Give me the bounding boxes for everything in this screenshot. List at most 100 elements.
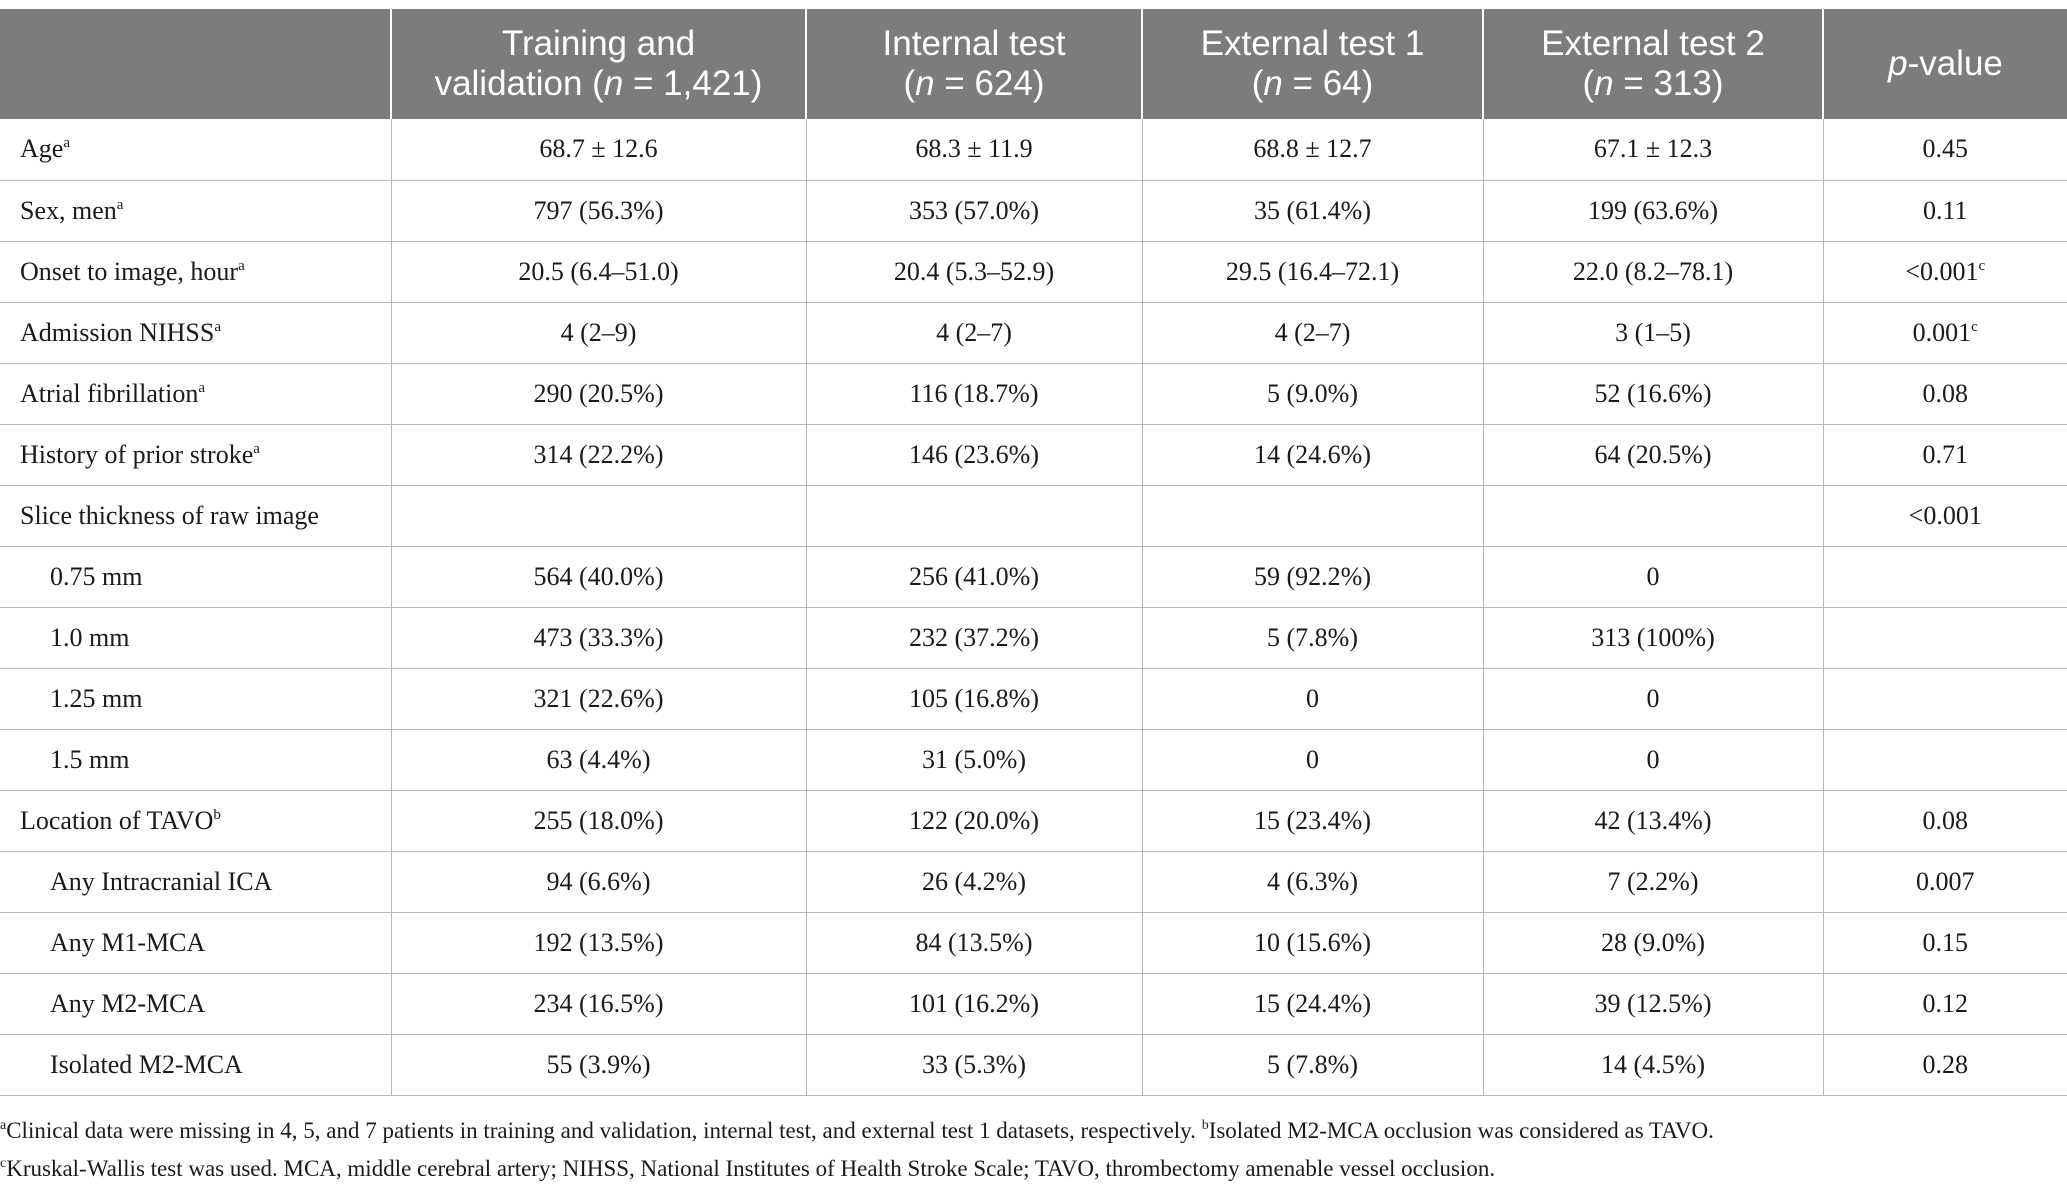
value-cell: 42 (13.4%) bbox=[1483, 790, 1824, 852]
cell-value: 94 (6.6%) bbox=[546, 866, 651, 896]
header-line1: External test 2 bbox=[1541, 24, 1765, 63]
value-cell: 4 (6.3%) bbox=[1142, 851, 1484, 913]
cell-value: 256 (41.0%) bbox=[909, 561, 1039, 591]
value-cell: 10 (15.6%) bbox=[1142, 912, 1484, 974]
value-cell: 68.7 ± 12.6 bbox=[391, 119, 807, 181]
cell-value: 0 bbox=[1646, 683, 1660, 713]
row-label: Sex, men bbox=[20, 195, 117, 225]
p-value-footnote-marker: c bbox=[1971, 318, 1978, 335]
value-cell: 0 bbox=[1483, 668, 1824, 730]
cell-value: 84 (13.5%) bbox=[915, 927, 1033, 957]
value-cell: 313 (100%) bbox=[1483, 607, 1824, 669]
row-label-cell: Isolated M2-MCA bbox=[0, 1034, 392, 1096]
p-value-cell bbox=[1823, 546, 2067, 608]
header-p-symbol: p bbox=[1888, 44, 1908, 83]
row-label-cell: Any M1-MCA bbox=[0, 912, 392, 974]
value-cell: 234 (16.5%) bbox=[391, 973, 807, 1035]
row-label-cell: Location of TAVOb bbox=[0, 790, 392, 852]
value-cell: 353 (57.0%) bbox=[806, 180, 1143, 242]
value-cell: 14 (4.5%) bbox=[1483, 1034, 1824, 1096]
cell-value: 31 (5.0%) bbox=[922, 744, 1026, 774]
value-cell: 59 (92.2%) bbox=[1142, 546, 1484, 608]
p-value: 0.71 bbox=[1922, 439, 1969, 469]
row-label: 1.0 mm bbox=[50, 622, 130, 652]
cell-value: 63 (4.4%) bbox=[546, 744, 651, 774]
header-line1: Internal test bbox=[882, 24, 1066, 63]
header-line1: External test 1 bbox=[1200, 24, 1425, 63]
value-cell: 94 (6.6%) bbox=[391, 851, 807, 913]
cell-value: 33 (5.3%) bbox=[922, 1049, 1026, 1079]
p-value: 0.12 bbox=[1922, 988, 1969, 1018]
header-suffix: = 313) bbox=[1613, 64, 1724, 103]
value-cell: 4 (2–9) bbox=[391, 302, 807, 364]
row-label-footnote-marker: a bbox=[214, 318, 221, 335]
value-cell: 0 bbox=[1483, 546, 1824, 608]
cell-value: 5 (7.8%) bbox=[1267, 622, 1358, 652]
value-cell: 31 (5.0%) bbox=[806, 729, 1143, 791]
row-label: Any Intracranial ICA bbox=[50, 866, 273, 896]
value-cell: 63 (4.4%) bbox=[391, 729, 807, 791]
cell-value: 10 (15.6%) bbox=[1254, 927, 1371, 957]
value-cell: 20.4 (5.3–52.9) bbox=[806, 241, 1143, 303]
row-label-cell: 1.5 mm bbox=[0, 729, 392, 791]
p-value-cell: 0.28 bbox=[1823, 1034, 2067, 1096]
table-row: Any M1-MCA 192 (13.5%) 84 (13.5%) 10 (15.6%… bbox=[0, 912, 2067, 974]
row-label-footnote-marker: a bbox=[116, 196, 124, 213]
cell-value: 192 (13.5%) bbox=[533, 927, 664, 957]
cell-value: 20.5 (6.4–51.0) bbox=[518, 256, 679, 286]
cell-value: 29.5 (16.4–72.1) bbox=[1225, 256, 1400, 286]
cell-value: 64 (20.5%) bbox=[1594, 439, 1712, 469]
value-cell: 20.5 (6.4–51.0) bbox=[391, 241, 807, 303]
value-cell bbox=[1142, 485, 1484, 547]
cell-value: 101 (16.2%) bbox=[909, 988, 1039, 1018]
table-row: 1.25 mm 321 (22.6%) 105 (16.8%) 0 0 bbox=[0, 668, 2067, 730]
header-n-symbol: n bbox=[603, 64, 624, 103]
cell-value: 52 (16.6%) bbox=[1594, 378, 1712, 408]
row-label-cell: Sex, mena bbox=[0, 180, 392, 242]
cell-value: 473 (33.3%) bbox=[533, 622, 664, 652]
header-prefix: ( bbox=[1582, 64, 1595, 103]
row-label-cell: Any M2-MCA bbox=[0, 973, 392, 1035]
value-cell: 0 bbox=[1142, 668, 1484, 730]
p-value-cell: 0.08 bbox=[1823, 790, 2067, 852]
header-prefix: ( bbox=[1251, 64, 1264, 103]
value-cell: 67.1 ± 12.3 bbox=[1483, 119, 1824, 181]
value-cell: 35 (61.4%) bbox=[1142, 180, 1484, 242]
cell-value: 314 (22.2%) bbox=[533, 439, 664, 469]
p-value-cell: <0.001c bbox=[1823, 241, 2067, 303]
row-label: Isolated M2-MCA bbox=[50, 1049, 243, 1079]
table-row: Location of TAVOb 255 (18.0%) 122 (20.0%) 1… bbox=[0, 790, 2067, 852]
cell-value: 0 bbox=[1306, 744, 1319, 774]
value-cell: 15 (24.4%) bbox=[1142, 973, 1484, 1035]
p-value: 0.45 bbox=[1922, 134, 1969, 164]
row-label-footnote-marker: a bbox=[198, 379, 206, 396]
p-value: 0.08 bbox=[1922, 805, 1969, 835]
cell-value: 28 (9.0%) bbox=[1601, 927, 1705, 957]
header-line1: p-value bbox=[1834, 44, 2057, 84]
value-cell: 26 (4.2%) bbox=[806, 851, 1143, 913]
header-cell-empty bbox=[0, 9, 392, 119]
row-label: Any M1-MCA bbox=[50, 927, 206, 957]
p-value: 0.28 bbox=[1922, 1049, 1969, 1079]
footnote-a-text: Clinical data were missing in 4, 5, and … bbox=[6, 1118, 1202, 1143]
table-row: Onset to image, houra 20.5 (6.4–51.0) 20.4… bbox=[0, 241, 2067, 303]
cell-value: 35 (61.4%) bbox=[1254, 195, 1371, 225]
value-cell: 7 (2.2%) bbox=[1483, 851, 1824, 913]
header-suffix: = 64) bbox=[1282, 64, 1374, 103]
table-row: Isolated M2-MCA 55 (3.9%) 33 (5.3%) 5 (7.8%… bbox=[0, 1034, 2067, 1096]
row-label: Atrial fibrillation bbox=[20, 378, 199, 408]
row-label: Admission NIHSS bbox=[20, 317, 215, 347]
row-label-cell: Slice thickness of raw image bbox=[0, 485, 392, 547]
cell-value: 4 (6.3%) bbox=[1267, 866, 1358, 896]
cell-value: 321 (22.6%) bbox=[533, 683, 664, 713]
value-cell: 564 (40.0%) bbox=[391, 546, 807, 608]
cell-value: 55 (3.9%) bbox=[546, 1049, 651, 1079]
value-cell: 5 (7.8%) bbox=[1142, 607, 1484, 669]
table-row: Any Intracranial ICA 94 (6.6%) 26 (4.2%) 4 … bbox=[0, 851, 2067, 913]
cell-value: 20.4 (5.3–52.9) bbox=[893, 256, 1055, 286]
value-cell: 14 (24.6%) bbox=[1142, 424, 1484, 486]
header-prefix: validation ( bbox=[434, 64, 604, 103]
row-label-cell: Onset to image, houra bbox=[0, 241, 392, 303]
cell-value: 232 (37.2%) bbox=[909, 622, 1039, 652]
cell-value: 199 (63.6%) bbox=[1588, 195, 1718, 225]
